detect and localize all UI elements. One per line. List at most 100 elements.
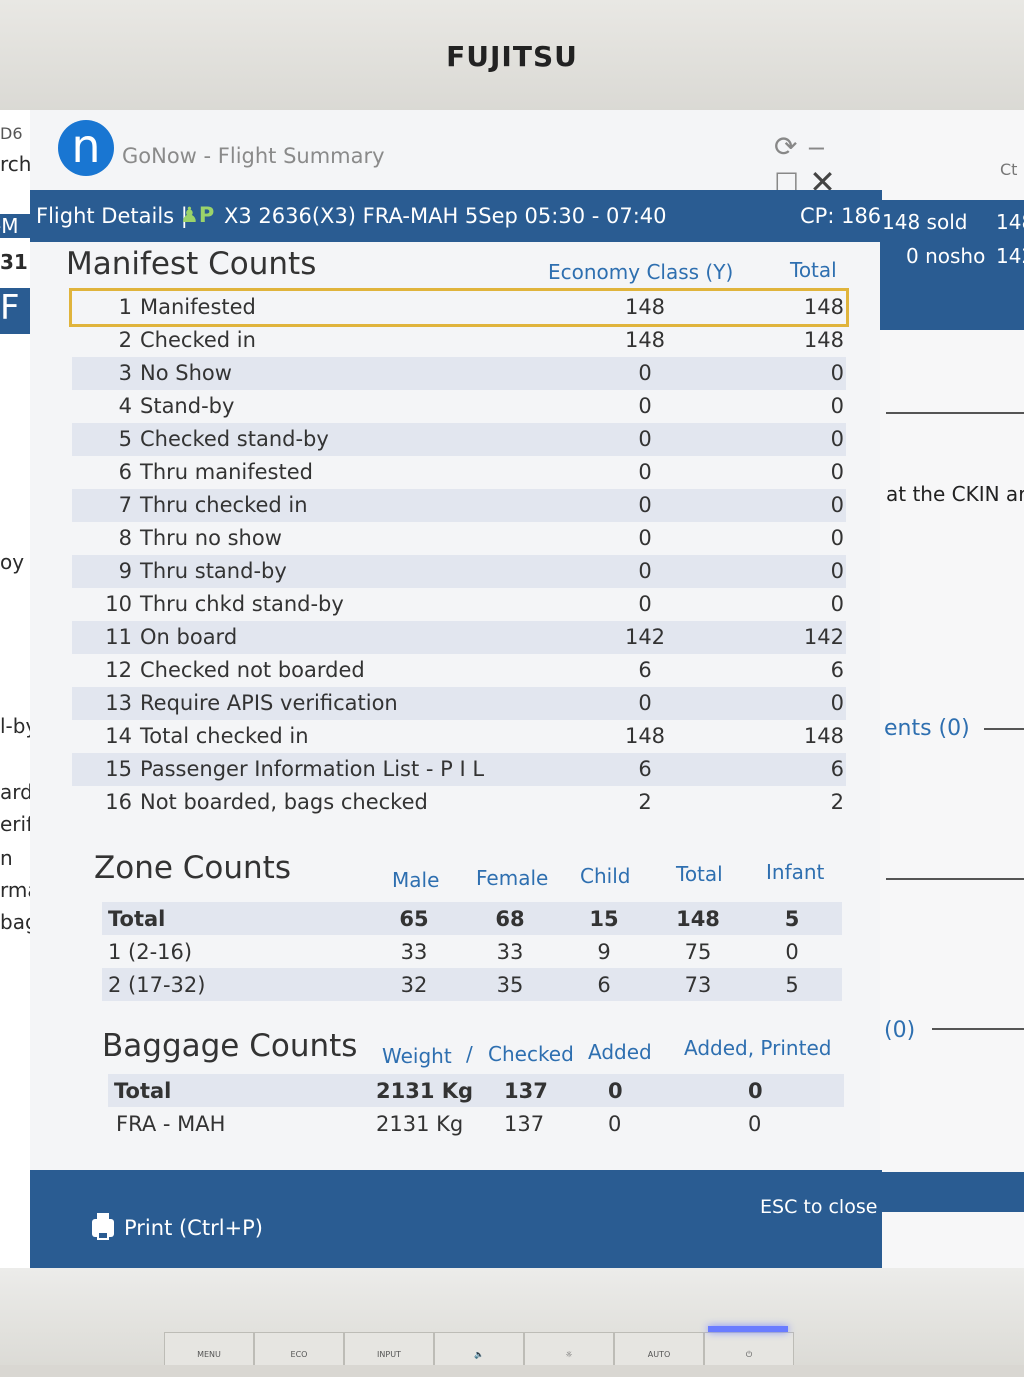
row-label: Checked stand-by bbox=[140, 427, 329, 451]
row-label: No Show bbox=[140, 361, 232, 385]
row-label: Thru stand-by bbox=[140, 559, 287, 583]
col-zone-total: Total bbox=[676, 862, 723, 886]
bg-left-text: -M bbox=[0, 214, 30, 238]
manifest-row[interactable]: 5 Checked stand-by 0 0 bbox=[72, 423, 846, 456]
manifest-row[interactable]: 6 Thru manifested 0 0 bbox=[72, 456, 846, 489]
gonow-logo-icon: n bbox=[58, 120, 114, 176]
manifest-row[interactable]: 14 Total checked in 148 148 bbox=[72, 720, 846, 753]
row-economy: 148 bbox=[624, 724, 666, 748]
manifest-row[interactable]: 7 Thru checked in 0 0 bbox=[72, 489, 846, 522]
zone-row[interactable]: 1 (2-16) 33 33 9 75 0 bbox=[102, 935, 842, 968]
manifest-row[interactable]: 8 Thru no show 0 0 bbox=[72, 522, 846, 555]
row-economy: 2 bbox=[638, 790, 652, 814]
baggage-row-total[interactable]: Total 2131 Kg 137 0 0 bbox=[108, 1074, 844, 1107]
row-label: Thru no show bbox=[140, 526, 282, 550]
row-economy: 6 bbox=[638, 757, 652, 781]
row-label: Checked not boarded bbox=[140, 658, 365, 682]
bg-right-sold: 148 sold bbox=[882, 210, 968, 234]
zone-female: 33 bbox=[496, 940, 524, 964]
manifest-row-manifested[interactable]: 1 Manifested 148 148 bbox=[69, 288, 849, 327]
manifest-row[interactable]: 10 Thru chkd stand-by 0 0 bbox=[72, 588, 846, 621]
manifest-row[interactable]: 11 On board 142 142 bbox=[72, 621, 846, 654]
row-economy: 0 bbox=[638, 394, 652, 418]
monitor-power-button[interactable]: ⏻ bbox=[704, 1332, 794, 1365]
refresh-icon[interactable]: ⟳ bbox=[774, 130, 798, 163]
baggage-counts-title: Baggage Counts bbox=[102, 1028, 358, 1064]
bg-right-noshow: 0 nosho bbox=[906, 244, 986, 268]
baggage-weight: 2131 Kg bbox=[376, 1079, 474, 1103]
monitor-auto-button[interactable]: AUTO bbox=[614, 1332, 704, 1365]
power-led bbox=[708, 1326, 788, 1332]
esc-to-close[interactable]: ESC to close bbox=[760, 1196, 878, 1218]
row-economy: 6 bbox=[638, 658, 652, 682]
row-label: Checked in bbox=[140, 328, 256, 352]
manifest-row[interactable]: 3 No Show 0 0 bbox=[72, 357, 846, 390]
row-total: 142 bbox=[803, 625, 844, 649]
cp-count: CP: 186 bbox=[800, 204, 882, 228]
row-number: 13 bbox=[105, 691, 132, 715]
baggage-added: 0 bbox=[608, 1079, 623, 1103]
print-label: Print (Ctrl+P) bbox=[124, 1216, 263, 1240]
manifest-row[interactable]: 2 Checked in 148 148 bbox=[72, 324, 846, 357]
manifest-row[interactable]: 9 Thru stand-by 0 0 bbox=[72, 555, 846, 588]
zone-child: 6 bbox=[597, 973, 611, 997]
flight-details-label: Flight Details | bbox=[36, 204, 188, 228]
row-number: 3 bbox=[118, 361, 132, 385]
zone-infant: 0 bbox=[785, 940, 799, 964]
bg-left-text: l-by bbox=[0, 714, 30, 738]
baggage-added-printed: 0 bbox=[748, 1112, 762, 1136]
window-title: GoNow - Flight Summary bbox=[122, 144, 385, 168]
row-economy: 0 bbox=[638, 361, 652, 385]
zone-female: 68 bbox=[495, 907, 525, 931]
baggage-weight: 2131 Kg bbox=[376, 1112, 464, 1136]
col-checked: Checked bbox=[488, 1042, 574, 1066]
zone-infant: 5 bbox=[784, 907, 800, 931]
zone-child: 15 bbox=[589, 907, 619, 931]
row-economy: 0 bbox=[638, 493, 652, 517]
bg-right-footer bbox=[880, 1172, 1024, 1212]
print-button[interactable]: Print (Ctrl+P) bbox=[92, 1213, 263, 1240]
monitor-brightness-button[interactable]: ☼ bbox=[524, 1332, 614, 1365]
screen: D6 rch -M 31 F oy l-by arde erific n rma… bbox=[0, 110, 1024, 1270]
manifest-row[interactable]: 15 Passenger Information List - P I L 6 6 bbox=[72, 753, 846, 786]
monitor-menu-button[interactable]: MENU bbox=[164, 1332, 254, 1365]
row-label: Require APIS verification bbox=[140, 691, 398, 715]
zone-row[interactable]: 2 (17-32) 32 35 6 73 5 bbox=[102, 968, 842, 1001]
zone-label: 1 (2-16) bbox=[108, 940, 193, 964]
baggage-checked: 137 bbox=[504, 1079, 548, 1103]
manifest-row[interactable]: 13 Require APIS verification 0 0 bbox=[72, 687, 846, 720]
bg-left-text: arde bbox=[0, 780, 30, 804]
row-label: Passenger Information List - P I L bbox=[140, 757, 485, 781]
monitor-eco-button[interactable]: ECO bbox=[254, 1332, 344, 1365]
bg-right-divider bbox=[886, 412, 1024, 414]
monitor-volume-button[interactable]: 🔈 bbox=[434, 1332, 524, 1365]
manifest-row[interactable]: 16 Not boarded, bags checked 2 2 bbox=[72, 786, 846, 819]
row-label: Not boarded, bags checked bbox=[140, 790, 428, 814]
flight-info: X3 2636(X3) FRA-MAH 5Sep 05:30 - 07:40 bbox=[224, 204, 667, 228]
row-total: 2 bbox=[830, 790, 844, 814]
bg-right-divider bbox=[932, 1028, 1024, 1030]
row-total: 0 bbox=[830, 526, 844, 550]
manifest-row[interactable]: 4 Stand-by 0 0 bbox=[72, 390, 846, 423]
bg-left-text: F bbox=[0, 288, 30, 334]
row-label: Total checked in bbox=[140, 724, 309, 748]
zone-total: 73 bbox=[684, 973, 712, 997]
zone-total: 148 bbox=[676, 907, 720, 931]
row-label: On board bbox=[140, 625, 238, 649]
minimize-icon[interactable]: ‒ bbox=[807, 130, 826, 163]
row-number: 15 bbox=[105, 757, 132, 781]
zone-row-total[interactable]: Total 65 68 15 148 5 bbox=[102, 902, 842, 935]
baggage-row[interactable]: FRA - MAH 2131 Kg 137 0 0 bbox=[108, 1107, 844, 1140]
window-titlebar: n GoNow - Flight Summary ⟳ ‒☐ ✕ bbox=[30, 110, 880, 201]
row-number: 5 bbox=[118, 427, 132, 451]
bg-right-sold-value: 148 bbox=[996, 210, 1024, 234]
row-number: 8 bbox=[118, 526, 132, 550]
flight-summary-panel: Manifest Counts Economy Class (Y) Total … bbox=[36, 242, 880, 1270]
baggage-added-printed: 0 bbox=[748, 1079, 763, 1103]
bg-right-text: (0) bbox=[884, 1018, 916, 1043]
row-number: 10 bbox=[105, 592, 132, 616]
zone-label: 2 (17-32) bbox=[108, 973, 206, 997]
manifest-row[interactable]: 12 Checked not boarded 6 6 bbox=[72, 654, 846, 687]
baggage-label: Total bbox=[114, 1079, 172, 1103]
monitor-input-button[interactable]: INPUT bbox=[344, 1332, 434, 1365]
